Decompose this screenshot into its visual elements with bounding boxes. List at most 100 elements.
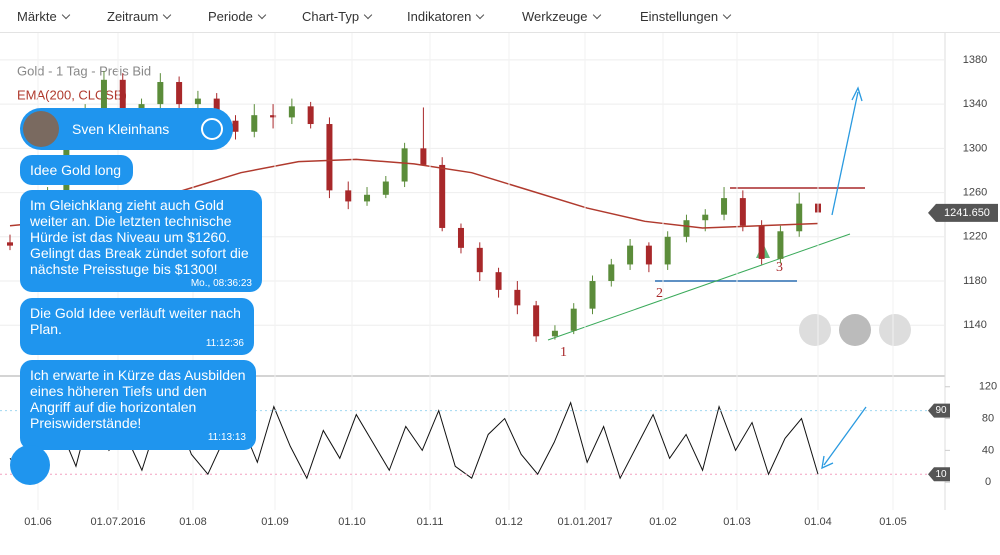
x-tick-label: 01.01.2017 [557, 516, 612, 528]
annotation: 2 [656, 286, 663, 301]
candle-body [645, 245, 652, 265]
indicator-label: EMA(200, CLOSE) [17, 87, 127, 102]
y-tick-label: 120 [979, 381, 997, 393]
menu-item[interactable]: Einstellungen [640, 9, 730, 24]
candle-body [533, 305, 540, 337]
edit-button[interactable] [10, 445, 50, 485]
level-tag [928, 467, 950, 482]
candle-body [194, 98, 201, 105]
menu-item[interactable]: Zeitraum [107, 9, 170, 24]
candle-body [232, 120, 239, 132]
x-tick-label: 01.10 [338, 516, 366, 528]
candle-body [288, 106, 295, 118]
x-tick-label: 01.12 [495, 516, 523, 528]
y-tick-label: 1300 [963, 142, 987, 154]
candle-body [758, 225, 765, 259]
candle-body [457, 227, 464, 248]
zoom-button[interactable] [799, 314, 831, 346]
message-text: Im Gleichklang zieht auch Gold weiter an… [30, 197, 249, 277]
candle-body [401, 148, 408, 182]
chat-message: Ich erwarte in Kürze das Ausbilden eines… [20, 360, 256, 450]
move-button[interactable] [879, 314, 911, 346]
message-time: Mo., 08:36:23 [190, 278, 252, 289]
x-tick-label: 01.04 [804, 516, 832, 528]
price-tag-label: 1241.650 [944, 207, 990, 219]
message-time: 11:12:36 [205, 338, 244, 349]
candle-body [702, 214, 709, 221]
candle-body [345, 190, 352, 202]
y-tick-label: 1260 [963, 186, 987, 198]
annotation: 1 [560, 345, 567, 360]
arrow-head [851, 86, 863, 102]
candle-body [514, 289, 521, 306]
arrow-head [821, 455, 834, 470]
x-tick-label: 01.05 [879, 516, 907, 528]
chart-title: Gold - 1 Tag - Preis Bid [17, 63, 151, 78]
chat-message: Idee Gold long [20, 155, 133, 185]
chat-message: Die Gold Idee verläuft weiter nach Plan.… [20, 298, 254, 355]
candle-body [570, 308, 577, 331]
candle-body [777, 231, 784, 259]
candle-body [796, 203, 803, 232]
candle-body [157, 82, 164, 105]
candle-body [495, 272, 502, 290]
x-tick-label: 01.07.2016 [90, 516, 145, 528]
pan-button[interactable] [839, 314, 871, 346]
candle-body [364, 194, 371, 202]
y-tick-label: 1340 [963, 98, 987, 110]
candle-body [683, 220, 690, 237]
x-tick-label: 01.03 [723, 516, 751, 528]
level-label: 90 [935, 405, 947, 416]
candle-body [326, 124, 333, 191]
menu-bar: Märkte Zeitraum Periode Chart-Typ Indikatore… [0, 0, 1000, 33]
candle-body [251, 115, 258, 132]
candle-body [721, 198, 728, 215]
menu-item[interactable]: Chart-Typ [302, 9, 371, 24]
trend-line [547, 233, 851, 341]
y-tick-label: 80 [982, 412, 994, 424]
chat-name: Sven Kleinhans [72, 121, 170, 137]
menu-item[interactable]: Periode [208, 9, 265, 24]
x-tick-label: 01.08 [179, 516, 207, 528]
candle-body [664, 236, 671, 265]
annotation: 3 [776, 260, 783, 275]
candle-body [382, 181, 389, 195]
candle-body [608, 264, 615, 282]
y-tick-label: 1140 [963, 319, 987, 331]
y-tick-label: 0 [985, 476, 991, 488]
candle-body [119, 79, 126, 110]
candle-body [7, 242, 13, 246]
oscillator-line [9, 400, 819, 480]
candle-body [420, 148, 427, 165]
candle-body [100, 79, 107, 110]
y-tick-label: 1180 [963, 275, 987, 287]
candle-body [307, 106, 314, 125]
candle-body [739, 198, 746, 226]
message-text: Die Gold Idee verläuft weiter nach Plan. [30, 305, 241, 337]
price-tag [928, 203, 998, 222]
x-tick-label: 01.11 [417, 516, 444, 528]
x-tick-label: 01.09 [261, 516, 289, 528]
candle-body [476, 247, 483, 273]
message-text: Ich erwarte in Kürze das Ausbilden eines… [30, 367, 246, 431]
x-tick-label: 01.02 [649, 516, 677, 528]
message-text: Idee Gold long [30, 162, 122, 178]
candle-body [627, 245, 634, 265]
menu-item[interactable]: Werkzeuge [522, 9, 600, 24]
menu-item[interactable]: Märkte [17, 9, 69, 24]
back-button[interactable] [201, 118, 223, 140]
message-time: 11:13:13 [207, 432, 246, 443]
y-tick-label: 1380 [963, 54, 987, 66]
menu-item[interactable]: Indikatoren [407, 9, 483, 24]
x-tick-label: 01.06 [24, 516, 52, 528]
zoom-controls [799, 314, 911, 346]
candle-body [551, 330, 558, 337]
chat-message: Im Gleichklang zieht auch Gold weiter an… [20, 190, 262, 292]
y-tick-label: 40 [982, 444, 994, 456]
chat-header[interactable]: Sven Kleinhans [20, 108, 233, 150]
candle-body [439, 164, 446, 228]
candle-body [176, 82, 183, 105]
avatar [23, 111, 59, 147]
